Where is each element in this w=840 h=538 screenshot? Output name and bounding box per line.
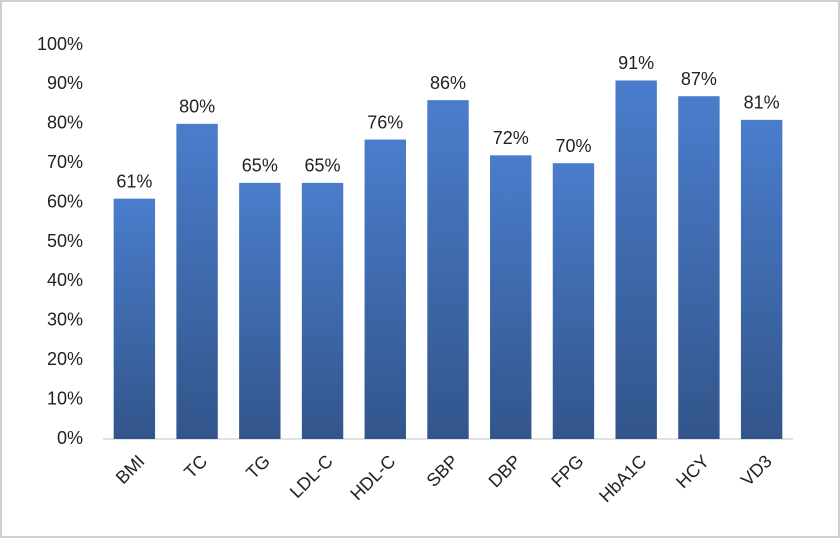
data-label: 65% xyxy=(242,156,278,176)
bar xyxy=(176,123,218,440)
data-label: 76% xyxy=(367,112,403,132)
y-tick-label: 50% xyxy=(47,231,83,251)
data-label: 72% xyxy=(493,128,529,148)
bar xyxy=(239,182,281,439)
y-tick-label: 0% xyxy=(57,428,83,448)
bar xyxy=(740,119,783,440)
data-label: 80% xyxy=(179,97,215,117)
bar xyxy=(301,182,344,439)
bar xyxy=(364,139,406,439)
bar xyxy=(427,100,469,439)
y-tick-label: 70% xyxy=(47,152,83,172)
data-label: 81% xyxy=(744,93,780,113)
bar xyxy=(552,163,595,439)
bar xyxy=(678,96,720,439)
y-tick-label: 90% xyxy=(47,73,83,93)
y-tick-label: 30% xyxy=(47,310,83,330)
y-tick-label: 10% xyxy=(47,388,83,408)
data-label: 86% xyxy=(430,73,466,93)
y-tick-label: 40% xyxy=(47,270,83,290)
y-tick-label: 20% xyxy=(47,349,83,369)
data-label: 87% xyxy=(681,69,717,89)
data-label: 65% xyxy=(305,156,341,176)
bar xyxy=(113,198,156,439)
y-tick-label: 80% xyxy=(47,113,83,133)
y-tick-label: 100% xyxy=(37,34,83,54)
bar xyxy=(615,80,657,440)
data-label: 91% xyxy=(618,53,654,73)
y-tick-label: 60% xyxy=(47,191,83,211)
data-label: 61% xyxy=(116,171,152,191)
data-label: 70% xyxy=(555,136,591,156)
bar xyxy=(490,155,532,439)
